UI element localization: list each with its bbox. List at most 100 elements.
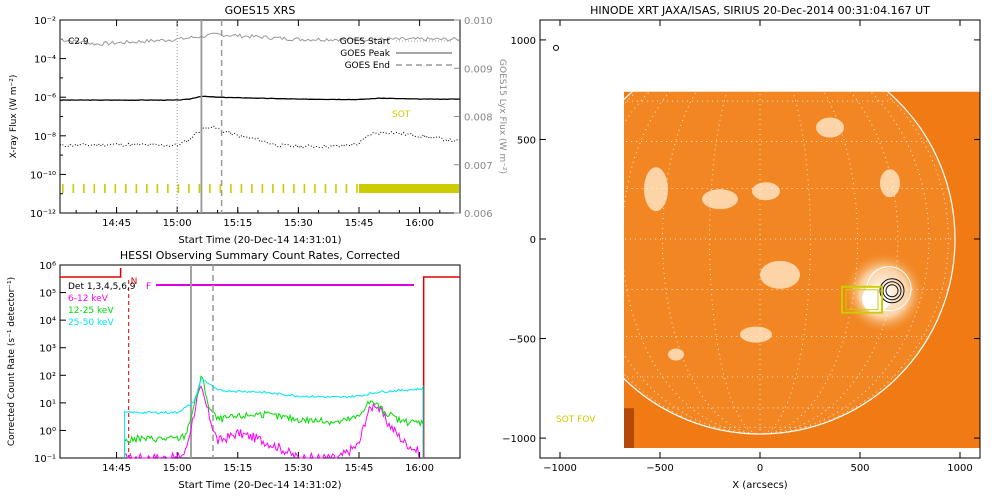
xrt-y-tick-label: −1000 [502, 434, 536, 445]
xrt-bright-feature [668, 348, 684, 361]
goes-sot-tick [230, 184, 232, 193]
hessi-panel: HESSI Observing Summary Count Rates, Cor… [7, 249, 461, 491]
goes-sot-tick [156, 184, 159, 193]
xrt-solar-limb [624, 91, 956, 435]
goes-y-tick-label: 10⁻⁸ [34, 132, 56, 143]
goes-sot-tick [293, 184, 295, 193]
hessi-x-tick-label: 15:15 [223, 463, 252, 474]
goes-y-tick-label: 10⁻¹² [30, 209, 56, 220]
hessi-y-tick-label: 10² [39, 371, 56, 382]
goes-title: GOES15 XRS [225, 4, 296, 17]
xrt-x-tick-label: 0 [757, 463, 763, 474]
goes-sot-tick [282, 184, 285, 193]
goes-sot-tick [356, 184, 358, 193]
goes-sot-tick [114, 184, 117, 193]
goes-sot-tick [198, 184, 201, 193]
goes-sot-block [358, 184, 459, 193]
hessi-y-tick-label: 10⁴ [39, 316, 56, 327]
hessi-x-tick-label: 14:45 [102, 463, 131, 474]
goes-sot-tick [177, 184, 180, 193]
xrt-image [624, 91, 980, 449]
goes-sot-tick [303, 184, 306, 193]
goes-long-series [60, 95, 460, 101]
goes-y-tick-label: 10⁻¹⁰ [30, 170, 56, 181]
xrt-bright-feature [816, 117, 844, 138]
goes-sot-tick [125, 184, 127, 193]
goes-y2-axis-label: GOES15 Lyx Flux (W m⁻²) [497, 59, 507, 174]
hessi-y-tick-label: 10⁵ [39, 289, 56, 300]
xrt-x-tick-label: 500 [850, 463, 869, 474]
xrt-bright-feature [760, 260, 800, 289]
goes-x-tick-label: 14:45 [102, 218, 131, 229]
goes-x-tick-label: 15:30 [284, 218, 313, 229]
goes-legend-label: GOES Peak [340, 49, 390, 59]
xrt-longitude-line [624, 91, 761, 435]
xrt-bright-feature [702, 189, 738, 210]
hessi-x-tick-label: 15:30 [284, 463, 313, 474]
goes-y2-tick-label: 0.006 [464, 209, 493, 220]
xrt-image-dark-edge [624, 408, 634, 449]
hessi-y-tick-label: 10³ [39, 344, 56, 355]
xrt-y-tick-label: −500 [509, 335, 536, 346]
xrt-image-background [624, 91, 980, 449]
xrt-y-tick-label: 500 [517, 135, 536, 146]
xrt-longitude-line [759, 91, 949, 435]
hessi-x-tick-label: 15:00 [163, 463, 192, 474]
hessi-x-axis-label: Start Time (20-Dec-14 14:31:02) [178, 480, 341, 491]
goes-sot-tick [62, 184, 64, 193]
goes-x-tick-label: 15:45 [345, 218, 374, 229]
goes-sot-tick [188, 184, 190, 193]
goes-sot-tick [83, 184, 85, 193]
xrt-y-tick-label: 1000 [511, 36, 536, 47]
xrt-sot-fov-label: SOT FOV [556, 415, 596, 425]
xrt-flare-contour [879, 278, 905, 304]
goes-y2-tick-label: 0.008 [464, 113, 493, 124]
goes-x-tick-label: 15:00 [163, 218, 192, 229]
goes-sot-tick [167, 184, 169, 193]
xrt-sot-fov-box [841, 285, 883, 314]
xrt-x-axis-label: X (arcsecs) [732, 480, 788, 491]
goes-sot-tick [219, 184, 222, 193]
hessi-series-line [124, 385, 420, 460]
xrt-bright-feature [752, 182, 780, 201]
goes-sot-tick [324, 184, 327, 193]
xrt-marker [553, 44, 559, 51]
goes-sot-tick [72, 184, 75, 193]
hessi-y-tick-label: 10⁶ [39, 261, 56, 272]
hessi-y-tick-label: 10⁻¹ [34, 454, 56, 465]
hessi-series-line [124, 377, 424, 458]
xrt-y-tick-label: 0 [530, 235, 536, 246]
goes-sot-tick [345, 184, 348, 193]
hessi-plot-frame [59, 264, 461, 459]
goes-sot-tick [135, 184, 138, 193]
goes-sot-tick [314, 184, 316, 193]
goes-legend-label: GOES End [345, 61, 390, 71]
goes-sot-tick [272, 184, 274, 193]
xrt-flare-contour [885, 284, 899, 298]
xrt-x-tick-label: 1000 [947, 463, 972, 474]
xrt-flare-outline [866, 266, 912, 312]
hessi-x-tick-label: 16:00 [405, 463, 434, 474]
xrt-bright-feature [880, 169, 900, 198]
goes-y2-tick-label: 0.007 [464, 161, 493, 172]
goes-y2-tick-label: 0.009 [464, 64, 493, 75]
hessi-legend-label: 12-25 keV [68, 306, 114, 316]
goes-lya-series [60, 32, 461, 47]
xrt-bright-feature [644, 167, 668, 212]
hessi-title: HESSI Observing Summary Count Rates, Cor… [120, 249, 400, 262]
goes-sot-tick [146, 184, 148, 193]
hessi-flag-N: N [131, 277, 138, 287]
hessi-legend-title: Det 1,3,4,5,6,9 [68, 282, 136, 292]
goes-y-tick-label: 10⁻⁴ [34, 55, 56, 66]
hessi-night-flag-start [60, 268, 122, 278]
hessi-y-axis-label: Corrected Count Rate (s⁻¹ detector⁻¹) [7, 277, 17, 446]
goes-sot-label: SOT [392, 110, 411, 120]
goes-sot-tick [261, 184, 264, 193]
xrt-x-tick-label: −1000 [543, 463, 577, 474]
xrt-longitude-line [759, 91, 811, 435]
hessi-y-tick-label: 10⁰ [39, 426, 56, 437]
hessi-x-tick-label: 15:45 [345, 463, 374, 474]
xrt-title: HINODE XRT JAXA/ISAS, SIRIUS 20-Dec-2014… [590, 4, 930, 17]
goes-sot-tick [335, 184, 337, 193]
goes-x-tick-label: 15:15 [223, 218, 252, 229]
